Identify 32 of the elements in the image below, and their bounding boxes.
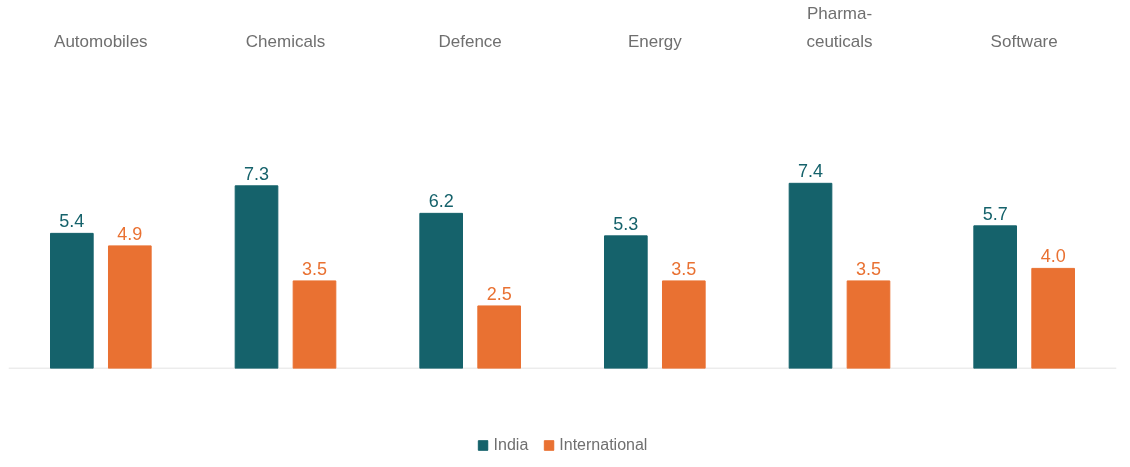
data-label: 5.7 <box>982 203 1008 224</box>
x-tick-label: Energy <box>627 31 683 51</box>
x-tick-label: Software <box>990 31 1058 51</box>
data-label: 6.2 <box>428 191 454 212</box>
bar <box>477 305 521 369</box>
bar <box>604 235 648 369</box>
data-label: 4.0 <box>1040 246 1066 267</box>
data-label: 5.3 <box>613 213 639 234</box>
bar <box>292 280 337 369</box>
bar <box>108 245 152 369</box>
data-label: 3.5 <box>301 258 328 279</box>
bar <box>662 280 706 369</box>
x-tick-label: Automobiles <box>54 31 148 51</box>
bar <box>788 182 833 369</box>
data-label: 7.3 <box>244 163 270 184</box>
bar <box>1031 267 1075 369</box>
data-label: 3.5 <box>855 258 882 279</box>
bar <box>973 225 1017 369</box>
x-tick-label: Chemicals <box>245 31 326 51</box>
data-label: 5.4 <box>59 211 85 232</box>
legend-label: India <box>493 436 529 454</box>
data-label: 7.4 <box>798 161 824 182</box>
bar <box>419 212 463 369</box>
bar <box>234 185 279 369</box>
legend-label: International <box>559 436 648 454</box>
data-label: 2.5 <box>486 283 512 304</box>
x-tick-label: Pharma- ceuticals <box>806 3 873 51</box>
data-label: 4.9 <box>117 223 143 244</box>
bar <box>846 280 891 369</box>
bar <box>50 232 94 369</box>
data-label: 3.5 <box>671 258 697 279</box>
x-tick-label: Defence <box>438 31 502 51</box>
